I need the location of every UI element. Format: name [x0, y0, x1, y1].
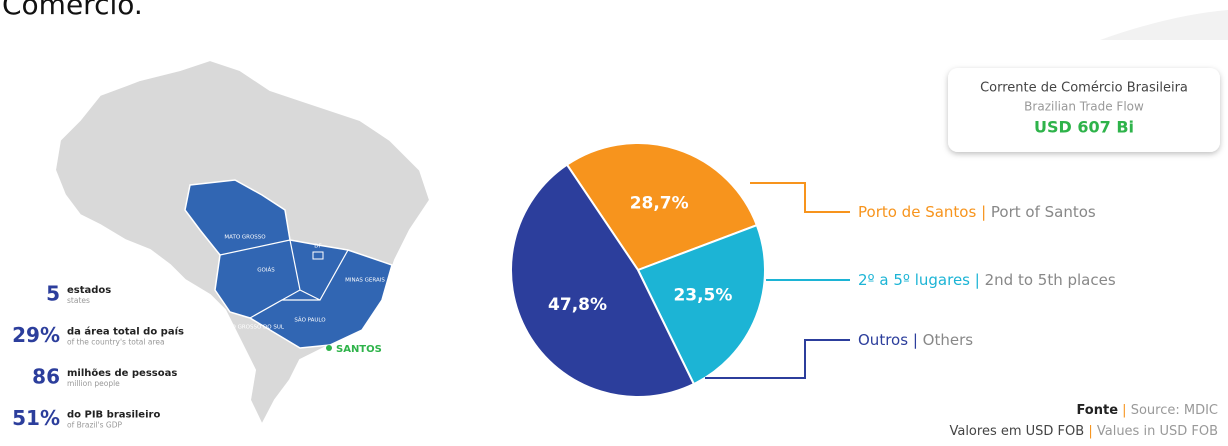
legend-pt: 2º a 5º lugares [858, 271, 970, 289]
legend-separator: | [981, 203, 986, 221]
stat-value: 5 [46, 282, 60, 306]
separator: | [1088, 424, 1092, 439]
legend-entry: Porto de Santos | Port of Santos [858, 203, 1096, 221]
source-label: Fonte [1076, 403, 1118, 418]
state-label: GOIÁS [257, 267, 275, 274]
df-box [312, 251, 324, 260]
state-label: MATO GROSSO [224, 235, 266, 241]
stat-label: milhões de pessoas [67, 368, 177, 379]
legend-separator: | [975, 271, 980, 289]
leader-line [750, 182, 850, 213]
pie-slice [510, 163, 696, 398]
trade-box [948, 68, 1220, 152]
stat-value: 51% [12, 406, 60, 430]
legend-entry: Outros | Others [858, 331, 973, 349]
source: Fonte | Source: MDIC [1076, 403, 1218, 418]
pie-slice [565, 142, 759, 272]
separator: | [1122, 403, 1126, 418]
legend-entry: 2º a 5º lugares | 2nd to 5th places [858, 271, 1116, 289]
header: Comércio. [2, 0, 143, 21]
value-label: 23,5% [673, 286, 732, 306]
box-value: USD 607 Bi [1034, 118, 1134, 137]
highlight-region [184, 179, 393, 349]
stat-sublabel: of Brazil's GDP [67, 421, 122, 430]
legend-pt: Outros [858, 331, 908, 349]
state-label: MINAS GERAIS [345, 278, 385, 284]
state-label: DF [314, 244, 321, 250]
stat-label: do PIB brasileiro [67, 410, 160, 421]
state-label: SÃO PAULO [294, 317, 326, 324]
legend-pt: Porto de Santos [858, 203, 976, 221]
legend-en: 2nd to 5th places [985, 271, 1116, 289]
stat-label: da área total do país [67, 326, 184, 338]
legend-separator: | [913, 331, 918, 349]
value-label: 28,7% [630, 193, 689, 213]
box-subtitle: Brazilian Trade Flow [1024, 100, 1144, 114]
box-title: Corrente de Comércio Brasileira [980, 81, 1188, 96]
stat-value: 29% [12, 323, 60, 347]
santos-dot [326, 345, 332, 351]
legend-en: Others [923, 331, 974, 349]
stat-sublabel: of the country's total area [67, 338, 165, 347]
state-borders [219, 239, 349, 319]
decor [1100, 10, 1228, 40]
stat-sublabel: states [67, 296, 90, 305]
legend-en: Port of Santos [991, 203, 1096, 221]
pie-slice [636, 223, 766, 386]
state-label: MATO GROSSO DO SUL [220, 325, 285, 331]
source-note: Valores em USD FOB | Values in USD FOB [949, 424, 1218, 439]
stat-label: estados [67, 285, 111, 296]
note-pt: Valores em USD FOB [949, 424, 1084, 439]
note-en: Values in USD FOB [1097, 424, 1218, 439]
stat-value: 86 [32, 365, 60, 389]
port-label: SANTOS [336, 344, 382, 355]
source-text: Source: MDIC [1131, 403, 1218, 418]
stat-sublabel: million people [67, 379, 120, 388]
leader-line [705, 339, 850, 379]
value-label: 47,8% [548, 295, 607, 315]
